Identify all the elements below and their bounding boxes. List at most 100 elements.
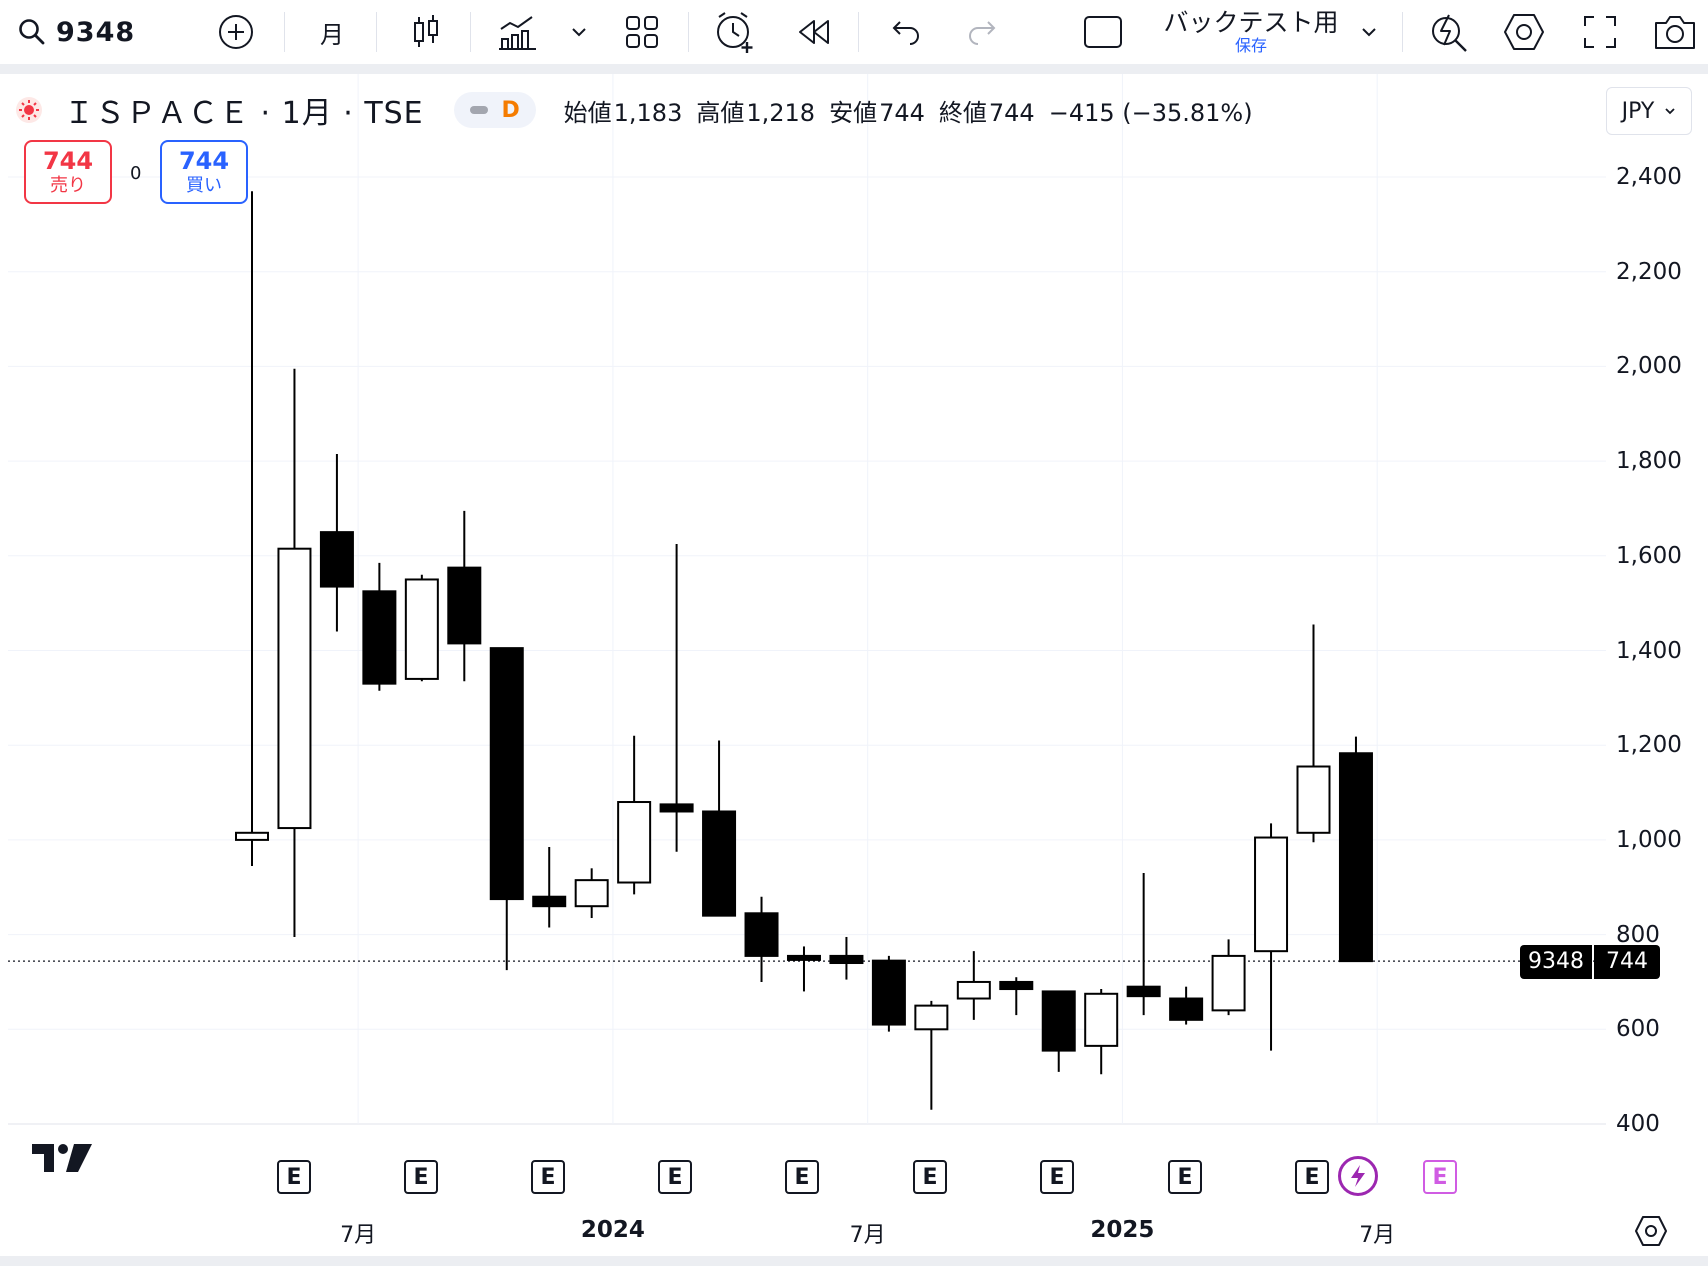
candle — [617, 735, 652, 895]
candle — [532, 847, 567, 928]
candle — [447, 510, 482, 682]
quick-search-button[interactable] — [1426, 0, 1472, 64]
sell-button[interactable]: 744 売り — [24, 140, 112, 204]
candle — [235, 191, 269, 866]
earnings-marker[interactable]: E — [1040, 1160, 1074, 1194]
buy-label: 買い — [186, 175, 222, 196]
sell-label: 売り — [50, 175, 86, 196]
fullscreen-button[interactable] — [1580, 0, 1620, 64]
earnings-marker[interactable]: E — [658, 1160, 692, 1194]
layouts-button[interactable] — [622, 0, 662, 64]
price-tick-label: 1,200 — [1616, 732, 1682, 759]
earnings-marker[interactable]: E — [785, 1160, 819, 1194]
add-symbol-button[interactable] — [214, 0, 258, 64]
close-label: 終値 — [938, 98, 987, 127]
candle — [829, 936, 864, 980]
currency-select[interactable]: JPY — [1606, 87, 1692, 135]
candle-body-up — [235, 831, 269, 841]
earnings-marker[interactable]: E — [1295, 1160, 1329, 1194]
price-tick-label: 2,200 — [1616, 258, 1682, 285]
alert-button[interactable] — [712, 0, 758, 64]
change-value: −415 (−35.81%) — [1048, 98, 1253, 127]
layout-button[interactable] — [1082, 0, 1124, 64]
candle — [914, 1000, 949, 1110]
high-label: 高値 — [696, 98, 745, 127]
candle-body-down — [1338, 752, 1373, 963]
earnings-marker[interactable]: E — [404, 1160, 438, 1194]
candle — [744, 896, 779, 982]
layouts-icon — [626, 16, 658, 48]
candle-body-down — [659, 803, 694, 813]
symbol-title[interactable]: ＩＳＰＡＣＥ · 1月 · TSE — [64, 96, 424, 131]
close-value: 744 — [988, 98, 1035, 127]
layout-name-button[interactable]: バックテスト用 保存 — [1148, 0, 1354, 64]
chevron-down-icon — [572, 28, 586, 37]
ohlc-values: 始値1,183 高値1,218 安値744 終値744 −415 (−35.81%) — [564, 93, 1253, 128]
layout-name: バックテスト用 — [1163, 8, 1339, 37]
candle-body-up — [617, 801, 652, 884]
bottom-divider — [0, 1256, 1708, 1266]
chevron-down-icon — [1665, 108, 1675, 115]
candle — [1084, 989, 1119, 1075]
price-tick-label: 600 — [1616, 1016, 1660, 1043]
replay-button[interactable] — [794, 0, 834, 64]
candle-body-up — [277, 547, 312, 830]
save-label: 保存 — [1234, 36, 1267, 55]
snapshot-button[interactable] — [1652, 0, 1698, 64]
last-price-label: 9348 744 — [1520, 945, 1660, 979]
indicators-menu-button[interactable] — [566, 0, 592, 64]
candle-body-down — [532, 895, 567, 908]
upcoming-earnings-marker[interactable]: E — [1423, 1160, 1457, 1194]
lightning-icon — [1351, 1165, 1365, 1187]
symbol-search-button[interactable]: 9348 — [18, 0, 148, 64]
price-tick-label: 400 — [1616, 1111, 1660, 1137]
redo-button[interactable] — [962, 0, 1002, 64]
candle-body-up — [956, 980, 991, 1000]
tradingview-logo[interactable] — [30, 1140, 94, 1176]
buy-button[interactable]: 744 買い — [160, 140, 248, 204]
symbol-legend: ＩＳＰＡＣＥ · 1月 · TSE D 始値1,183 高値1,218 安値744 終… — [16, 88, 1253, 132]
candle-body-down — [871, 959, 906, 1026]
candle — [1338, 736, 1373, 963]
undo-button[interactable] — [886, 0, 926, 64]
earnings-marker[interactable]: E — [277, 1160, 311, 1194]
market-status-badge[interactable]: D — [453, 92, 536, 128]
price-tick-label: 1,400 — [1616, 637, 1682, 664]
indicators-button[interactable] — [496, 0, 540, 64]
candle-body-down — [489, 647, 524, 901]
interval-button[interactable]: 月 — [312, 0, 352, 64]
candle — [574, 868, 609, 919]
toolbar-divider — [0, 64, 1708, 74]
settings-button[interactable] — [1502, 0, 1546, 64]
candle — [1254, 823, 1289, 1051]
candle — [362, 562, 397, 691]
open-value: 1,183 — [613, 98, 683, 127]
candle-body-down — [447, 566, 482, 645]
candle — [1296, 624, 1331, 843]
search-icon — [19, 19, 45, 45]
candle-body-down — [999, 980, 1034, 991]
candle-body-down — [702, 810, 737, 917]
candle-body-down — [786, 954, 821, 961]
data-delay-badge: D — [501, 97, 520, 123]
symbol-company: ＩＳＰＡＣＥ — [64, 96, 250, 131]
earnings-marker[interactable]: E — [913, 1160, 947, 1194]
layout-menu-button[interactable] — [1354, 0, 1384, 64]
dividend-marker[interactable] — [1338, 1156, 1378, 1196]
candle-body-up — [404, 578, 439, 680]
top-toolbar: 9348 月 バックテスト用 保存 — [0, 0, 1708, 64]
low-value: 744 — [879, 98, 925, 127]
candle-body-up — [574, 879, 609, 908]
chart-type-button[interactable] — [406, 0, 446, 64]
candle — [1169, 986, 1204, 1025]
chart-settings-icon[interactable] — [1634, 1215, 1668, 1247]
time-tick-label: 7月 — [340, 1223, 377, 1248]
time-tick-label: 7月 — [1359, 1223, 1396, 1248]
earnings-marker[interactable]: E — [531, 1160, 565, 1194]
candle — [786, 946, 821, 992]
sun-logo-icon — [19, 100, 39, 120]
buy-price: 744 — [178, 147, 230, 175]
earnings-marker[interactable]: E — [1168, 1160, 1202, 1194]
alert-icon — [717, 12, 753, 53]
